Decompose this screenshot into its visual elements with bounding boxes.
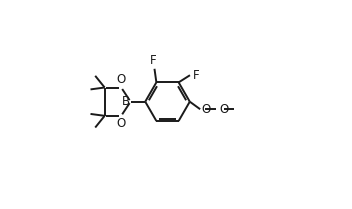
Text: F: F <box>150 54 157 66</box>
Text: O: O <box>219 103 228 116</box>
Text: O: O <box>202 103 211 116</box>
Text: F: F <box>193 69 200 82</box>
Text: O: O <box>116 73 125 86</box>
Text: B: B <box>121 95 130 108</box>
Text: O: O <box>116 117 125 130</box>
